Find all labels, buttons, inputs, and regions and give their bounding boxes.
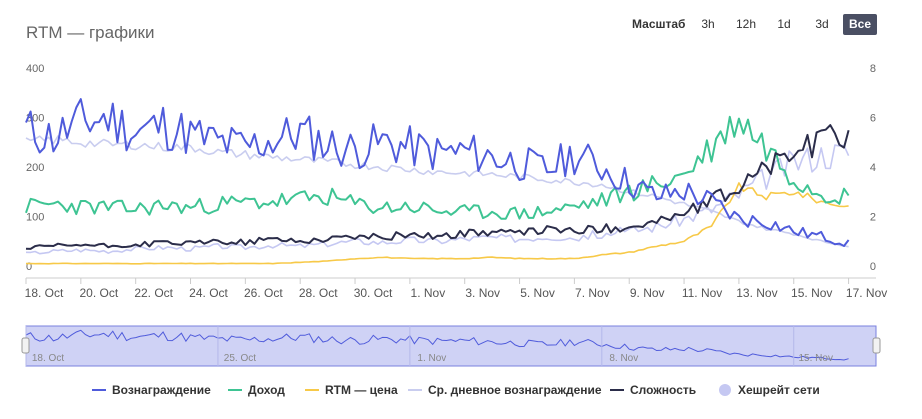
navigator[interactable]: 18. Oct 25. Oct 1. Nov 8. Nov 15. Nov	[21, 325, 881, 367]
series-line-5	[25, 98, 850, 247]
x-tick-label: 28. Oct	[299, 286, 338, 300]
zoom-button-label: 3d	[815, 17, 828, 31]
navigator-series	[25, 329, 849, 361]
x-tick-label: 3. Nov	[465, 286, 500, 300]
legend-label: Вознаграждение	[112, 383, 211, 397]
legend-item-5[interactable]: Хешрейт сети	[719, 383, 820, 397]
x-tick-label: 9. Nov	[630, 286, 665, 300]
navigator-tick-label: 1. Nov	[417, 353, 446, 364]
y-right-tick: 6	[870, 113, 876, 125]
legend-item-1[interactable]: Доход	[228, 383, 285, 397]
x-tick-label: 5. Nov	[520, 286, 555, 300]
zoom-controls: Масштаб 3h 12h 1d 3d Все	[632, 14, 877, 35]
navigator-tick-label: 8. Nov	[609, 353, 638, 364]
y-right-tick: 8	[870, 63, 876, 75]
navigator-handle-right[interactable]	[872, 337, 881, 354]
y-left-tick: 0	[26, 261, 32, 273]
x-tick-label: 11. Nov	[682, 286, 722, 300]
y-right-tick: 2	[870, 212, 876, 224]
zoom-button-label: 3h	[701, 17, 714, 31]
legend-item-0[interactable]: Вознаграждение	[92, 383, 211, 397]
page-title: RTM — графики	[26, 23, 155, 42]
x-tick-label: 20. Oct	[79, 286, 118, 300]
series-line-1	[25, 135, 849, 248]
x-tick-label: 15. Nov	[791, 286, 832, 300]
x-tick-label: 24. Oct	[189, 286, 228, 300]
y-right-tick: 0	[870, 261, 876, 273]
plot-area	[25, 98, 850, 265]
y-left-tick: 200	[26, 162, 44, 174]
x-tick-label: 7. Nov	[575, 286, 610, 300]
legend-label: Доход	[248, 383, 285, 397]
zoom-button-0[interactable]: 3h	[701, 17, 714, 31]
x-axis: 18. Oct 20. Oct 22. Oct 24. Oct 26. Oct 28. O…	[25, 278, 887, 300]
legend-label: Ср. дневное вознаграждение	[428, 383, 602, 397]
y-left-tick: 400	[26, 63, 44, 75]
zoom-button-3[interactable]: 3d	[815, 17, 828, 31]
legend-label: RTM — цена	[325, 383, 398, 397]
zoom-button-label: 12h	[736, 17, 756, 31]
legend-symbol	[719, 384, 731, 396]
zoom-button-label: Все	[849, 17, 871, 31]
zoom-buttons: 3h 12h 1d 3d Все	[701, 14, 877, 35]
x-tick-label: 17. Nov	[846, 286, 887, 300]
zoom-label: Масштаб	[632, 17, 685, 31]
navigator-handle-left[interactable]	[21, 337, 30, 354]
y-left-tick: 100	[26, 212, 44, 224]
series-line-0	[25, 144, 850, 255]
series-line-2	[25, 182, 849, 265]
zoom-button-1[interactable]: 12h	[736, 17, 756, 31]
x-tick-label: 13. Nov	[736, 286, 777, 300]
zoom-button-4[interactable]: Все	[843, 14, 877, 35]
zoom-button-label: 1d	[777, 17, 790, 31]
x-tick-label: 26. Oct	[244, 286, 283, 300]
navigator-tick-label: 15. Nov	[799, 353, 833, 364]
x-tick-label: 1. Nov	[411, 286, 446, 300]
navigator-plot	[25, 329, 849, 361]
zoom-button-selected-bg	[843, 14, 877, 35]
x-tick-label: 30. Oct	[354, 286, 393, 300]
navigator-tick-label: 18. Oct	[32, 353, 64, 364]
navigator-tick-label: 25. Oct	[224, 353, 256, 364]
x-tick-label: 18. Oct	[25, 286, 64, 300]
legend-item-2[interactable]: RTM — цена	[305, 383, 398, 397]
legend: Вознаграждение Доход RTM — цена Ср. дневное…	[92, 383, 820, 397]
y-right-tick: 4	[870, 162, 876, 174]
series-line-3	[25, 115, 850, 220]
zoom-button-2[interactable]: 1d	[777, 17, 790, 31]
navigator-window[interactable]	[25, 325, 877, 367]
legend-item-4[interactable]: Сложность	[610, 383, 696, 397]
y-axis-right: 0 2 4 6 8	[870, 63, 876, 273]
legend-label: Хешрейт сети	[738, 383, 820, 397]
legend-item-3[interactable]: Ср. дневное вознаграждение	[408, 383, 602, 397]
x-tick-label: 22. Oct	[134, 286, 173, 300]
legend-label: Сложность	[630, 383, 696, 397]
